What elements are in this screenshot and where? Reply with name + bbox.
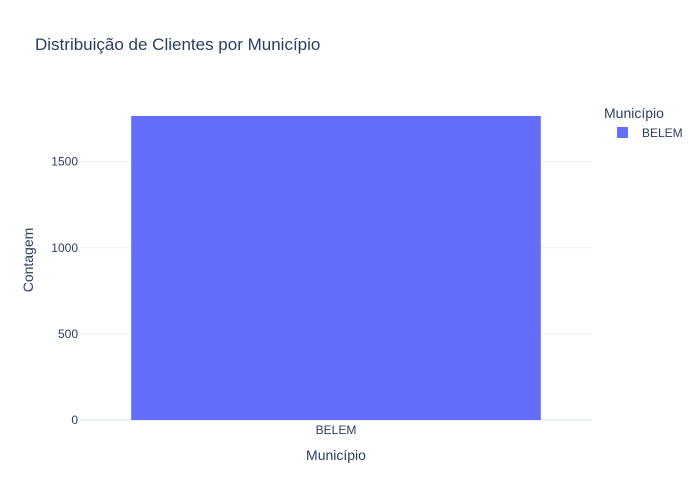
legend-swatch[interactable]	[617, 127, 628, 138]
legend-items[interactable]: BELEM	[617, 126, 683, 140]
y-axis-title: Contagem	[20, 228, 36, 293]
y-tick-label: 0	[71, 413, 78, 427]
legend-title: Município	[604, 105, 664, 121]
legend-label[interactable]: BELEM	[642, 126, 683, 140]
chart-title: Distribuição de Clientes por Município	[35, 35, 320, 54]
x-axis-ticks: BELEM	[316, 423, 357, 437]
y-tick-label: 500	[58, 327, 78, 341]
legend[interactable]: Município BELEM	[604, 105, 683, 140]
y-tick-label: 1500	[51, 155, 78, 169]
y-axis-ticks: 0 500 1000 1500	[51, 155, 78, 427]
y-tick-label: 1000	[51, 241, 78, 255]
bar[interactable]	[131, 116, 541, 420]
x-axis-title: Município	[306, 447, 366, 463]
bars	[131, 116, 541, 420]
x-tick-label: BELEM	[316, 423, 357, 437]
